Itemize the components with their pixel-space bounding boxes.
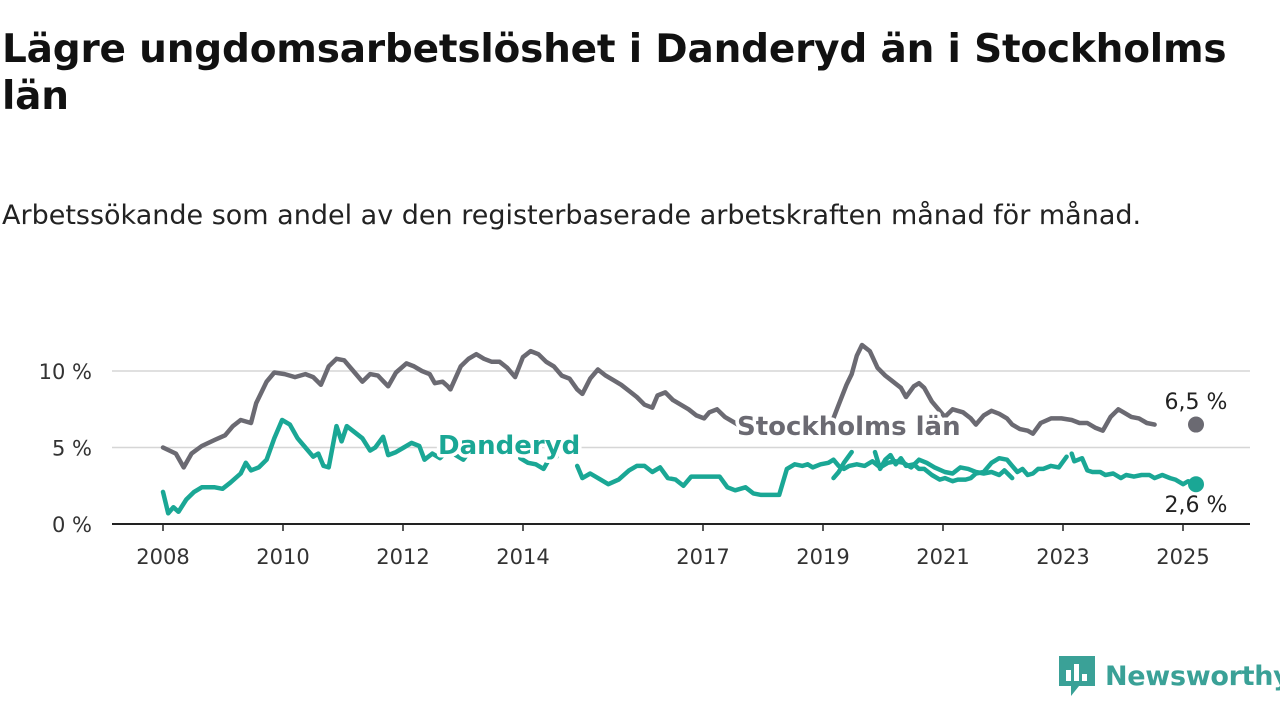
series-label-halo: Danderyd	[438, 431, 580, 461]
chart-subtitle: Arbetssökande som andel av den registerb…	[2, 200, 1142, 231]
y-tick-label: 10 %	[39, 360, 92, 384]
line-chart: 0 %5 %10 % 2008 2010 2012 2014 2017 2019 2021 2…	[39, 342, 1250, 569]
x-tick-label: 2025	[1156, 545, 1209, 569]
danderyd-series-line	[574, 457, 1015, 498]
danderyd-series-line	[1069, 451, 1199, 487]
danderyd-series-line	[518, 454, 559, 472]
x-tick-label: 2017	[676, 545, 729, 569]
newsworthy-logo-icon	[1059, 656, 1095, 696]
brand-name: Newsworthy	[1105, 660, 1280, 692]
x-tick-label: 2021	[916, 545, 969, 569]
danderyd-end-label: 2,6 %	[1165, 493, 1228, 518]
y-tick-label: 5 %	[52, 437, 92, 461]
danderyd-series-line	[872, 449, 1069, 484]
x-tick-label: 2014	[496, 545, 549, 569]
y-tick-label: 0 %	[52, 513, 92, 537]
stockholm-end-label: 6,5 %	[1165, 390, 1228, 415]
chart-title: Lägre ungdomsarbetslöshet i Danderyd än …	[2, 27, 1227, 119]
danderyd-end-point	[1188, 476, 1204, 493]
y-axis-ticks: 0 % 5 % 10 %	[39, 360, 92, 537]
gridlines	[112, 370, 1250, 449]
x-tick-label: 2008	[136, 545, 189, 569]
stockholm-series-label: Stockholms län	[737, 412, 961, 442]
x-axis: 2008 2010 2012 2014 2017 2019 2021 2023 2025	[112, 523, 1250, 569]
danderyd-series-label: Danderyd	[438, 431, 580, 461]
stockholm-end-point	[1188, 416, 1204, 433]
danderyd-series-line	[831, 449, 854, 481]
x-tick-label: 2019	[796, 545, 849, 569]
x-tick-label: 2010	[256, 545, 309, 569]
series-lines	[160, 342, 1204, 516]
stockholm-series-line	[160, 348, 766, 470]
series-label-halo: Stockholms län	[737, 412, 961, 442]
x-tick-label: 2023	[1036, 545, 1089, 569]
danderyd-series-line	[160, 417, 482, 516]
x-tick-label: 2012	[376, 545, 429, 569]
stockholm-series-line	[828, 342, 1157, 436]
brand-logo: Newsworthy	[1059, 655, 1280, 697]
